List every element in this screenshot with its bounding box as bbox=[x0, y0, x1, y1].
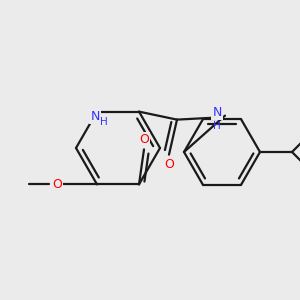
Text: H: H bbox=[100, 117, 108, 127]
Text: O: O bbox=[164, 158, 174, 171]
Text: O: O bbox=[52, 178, 62, 191]
Text: N: N bbox=[90, 110, 100, 123]
Text: N: N bbox=[212, 106, 222, 119]
Text: H: H bbox=[213, 121, 221, 130]
Text: O: O bbox=[139, 133, 149, 146]
